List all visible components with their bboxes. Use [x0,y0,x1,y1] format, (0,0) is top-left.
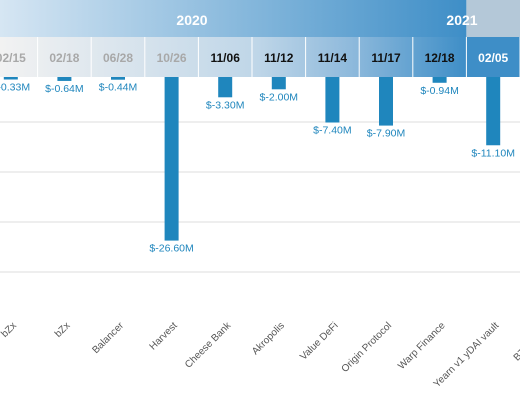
date-label: 02/15 [0,51,26,65]
value-labels: $-0.33M $-0.64M $-0.44M $-26.60M $-3.30M $-2.… [0,82,515,255]
date-label: 11/17 [371,51,401,65]
value-label: $-11.10M [471,147,515,159]
value-label: $-26.60M [149,243,193,255]
bar [379,77,393,126]
category-label: BT.Finance [512,320,520,363]
date-label: 02/05 [478,51,508,65]
bar [164,77,179,241]
value-label: $-3.30M [206,99,245,111]
bar [486,77,501,146]
date-label: 11/12 [264,51,294,65]
date-label: 12/18 [425,51,455,65]
category-label: bZx [0,320,19,340]
bar [111,77,125,80]
bar [271,77,286,90]
date-label: 11/14 [318,51,348,65]
bar [3,77,18,80]
category-label: Origin Protocol [340,320,395,375]
category-label: Cheese Bank [183,320,234,371]
category-label: Harvest [148,320,180,352]
date-label: 11/06 [211,51,241,65]
value-label: $-7.40M [313,125,352,137]
value-label: $-7.90M [367,128,406,140]
year-band-2021 [466,0,520,37]
value-label: $-0.94M [420,85,459,97]
year-label-2020: 2020 [176,12,207,28]
year-band-2020 [0,0,467,37]
category-label: bZx [53,320,73,340]
value-label: $-0.64M [45,83,84,95]
category-label: Akropolis [250,320,287,357]
bar [325,77,340,123]
gridlines [0,121,520,273]
bars [3,77,501,241]
value-label: $-0.44M [99,82,138,94]
category-label: Balancer [90,320,126,356]
year-label-2021: 2021 [446,12,477,28]
date-label: 02/18 [49,51,79,65]
category-label: Warp Finance [396,320,448,372]
date-label: 06/28 [103,51,133,65]
date-label: 10/26 [157,51,187,65]
bar [432,77,447,83]
category-label: Value DeFi [298,320,340,362]
bar [57,77,72,81]
bar [218,77,233,98]
value-label: $-2.00M [260,91,299,103]
date-band-2021 [466,37,520,77]
date-band-2020 [0,37,467,77]
timeline-header: 2020 2021 02/15 02/18 06/28 10/26 11/06 11/12 11… [0,0,520,77]
value-label: $-0.33M [0,82,30,94]
category-labels: bZx bZx Balancer Harvest Cheese Bank Akropoli… [0,320,520,390]
